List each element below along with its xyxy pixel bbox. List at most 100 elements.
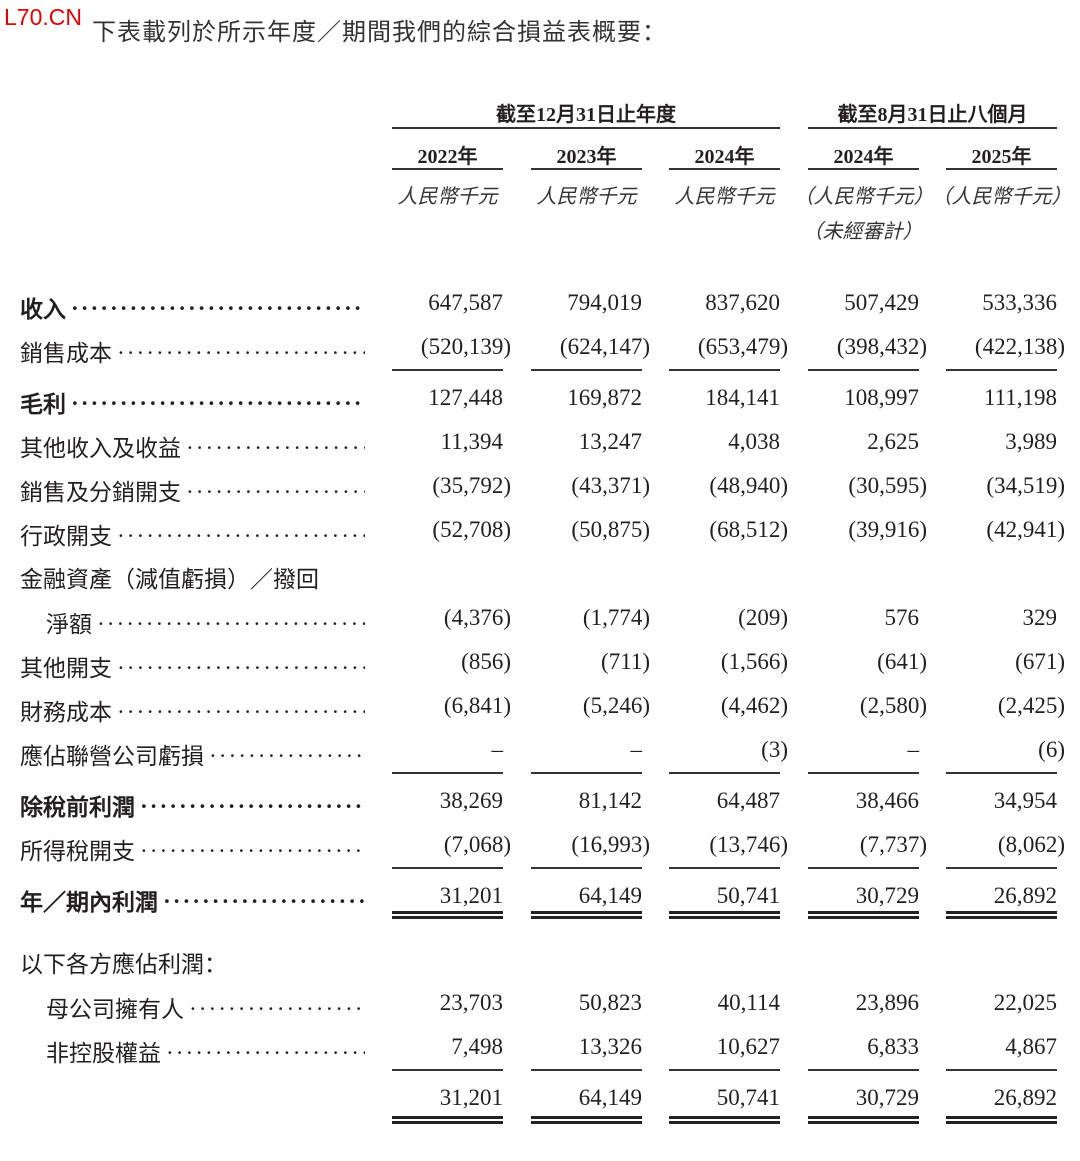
dot-leader: ........................................… (164, 883, 365, 908)
table-row: 行政開支....................................… (0, 517, 1080, 549)
total-double-rule (669, 1116, 780, 1124)
row-value: 38,466 (855, 788, 919, 813)
row-value: 64,487 (716, 788, 780, 813)
row-value: 26,892 (993, 883, 1057, 908)
row-label: 母公司擁有人..................................… (46, 990, 365, 1022)
row-value: (2,580) (859, 693, 927, 718)
row-value: (30,595) (848, 473, 927, 498)
subtotal-rule (531, 867, 642, 869)
subtotal-rule (669, 369, 780, 371)
row-value: 13,247 (578, 429, 642, 454)
total-double-rule (531, 911, 642, 919)
row-value: 329 (1022, 605, 1058, 630)
dot-leader: ........................................… (167, 1034, 365, 1059)
row-value: 23,703 (439, 990, 503, 1015)
table-row: 其他收入及收益.................................… (0, 429, 1080, 461)
subtotal-rule (392, 772, 503, 774)
dot-leader: ........................................… (187, 429, 365, 454)
header-year-rule (392, 127, 780, 129)
row-value: 50,741 (716, 1085, 780, 1110)
row-value: (1,774) (582, 605, 650, 630)
table-row: 銷售及分銷開支.................................… (0, 473, 1080, 505)
row-value: (43,371) (571, 473, 650, 498)
dot-leader: ........................................… (190, 990, 365, 1015)
row-label: 銷售成本....................................… (20, 334, 365, 368)
row-value: 23,896 (855, 990, 919, 1015)
row-value: 4,867 (1005, 1034, 1057, 1059)
row-label: 收入......................................… (20, 290, 365, 322)
subtotal-rule (808, 1069, 919, 1071)
row-value: 40,114 (717, 990, 780, 1015)
row-label: 年／期內利潤..................................… (20, 883, 365, 917)
row-value: 127,448 (428, 385, 503, 410)
row-value: (16,993) (571, 832, 650, 857)
row-value: (209) (738, 605, 788, 630)
row-value: 111,198 (983, 385, 1057, 410)
row-label: 以下各方應佔利潤： (20, 952, 227, 977)
row-value: 34,954 (993, 788, 1057, 813)
row-value: (35,792) (432, 473, 511, 498)
header-period-group: 截至8月31日止八個月 (837, 104, 1028, 126)
row-value: 13,326 (578, 1034, 642, 1059)
row-value: 11,394 (440, 429, 503, 454)
table-row: 非控股權益...................................… (0, 1034, 1080, 1071)
row-label: 非控股權益...................................… (46, 1034, 365, 1068)
row-value: – (491, 737, 504, 762)
row-value: – (907, 737, 920, 762)
row-value: (34,519) (986, 473, 1065, 498)
row-value: (7,068) (443, 832, 511, 857)
row-value: 4,038 (728, 429, 780, 454)
total-double-rule (808, 1116, 919, 1124)
table-row: 金融資產（減值虧損）／撥回 (0, 560, 1080, 592)
row-value: (68,512) (709, 517, 788, 542)
row-value: 10,627 (716, 1034, 780, 1059)
column-header: 2022年 (417, 146, 478, 168)
row-value: (7,737) (859, 832, 927, 857)
column-unit: 人民幣千元 (397, 186, 498, 208)
row-value: (4,462) (720, 693, 788, 718)
row-value: (398,432) (836, 334, 927, 359)
subtotal-rule (392, 1069, 503, 1071)
row-value: (856) (461, 649, 511, 674)
subtotal-rule (531, 772, 642, 774)
row-value: 533,336 (982, 290, 1057, 315)
subtotal-rule (808, 772, 919, 774)
total-double-rule (531, 1116, 642, 1124)
column-unit: （人民幣千元） (931, 186, 1072, 208)
row-value: (641) (877, 649, 927, 674)
row-value: 50,741 (716, 883, 780, 908)
column-header: 2024年 (833, 146, 894, 168)
column-header: 2023年 (556, 146, 617, 168)
row-value: 30,729 (855, 883, 919, 908)
row-value: 507,429 (844, 290, 919, 315)
row-value: 81,142 (578, 788, 642, 813)
column-unit: 人民幣千元 (674, 186, 775, 208)
table-row: 毛利......................................… (0, 385, 1080, 417)
row-value: 31,201 (439, 883, 503, 908)
dot-leader: ........................................… (118, 334, 365, 359)
subtotal-rule (531, 1069, 642, 1071)
row-value: 3,989 (1005, 429, 1057, 454)
table-row: 銷售成本....................................… (0, 334, 1080, 371)
table-row: 所得稅開支...................................… (0, 832, 1080, 869)
row-value: (671) (1015, 649, 1065, 674)
row-value: (2,425) (997, 693, 1065, 718)
row-value: 64,149 (578, 883, 642, 908)
table-row: 收入......................................… (0, 290, 1080, 322)
row-value: 108,997 (844, 385, 919, 410)
row-label: 應佔聯營公司虧損................................… (20, 737, 365, 771)
subtotal-rule (946, 1069, 1057, 1071)
row-label: 銷售及分銷開支.................................… (20, 473, 365, 507)
header-period-rule (808, 127, 1057, 129)
row-value: (52,708) (432, 517, 511, 542)
row-value: 26,892 (993, 1085, 1057, 1110)
table-row: 除稅前利潤...................................… (0, 788, 1080, 820)
dot-leader: ........................................… (118, 649, 365, 674)
total-double-rule (669, 911, 780, 919)
total-double-rule (392, 911, 503, 919)
column-unit: （人民幣千元） (793, 186, 934, 208)
row-value: (39,916) (848, 517, 927, 542)
subtotal-rule (669, 1069, 780, 1071)
table-row: 以下各方應佔利潤： (0, 945, 1080, 977)
row-label: 財務成本....................................… (20, 693, 365, 727)
